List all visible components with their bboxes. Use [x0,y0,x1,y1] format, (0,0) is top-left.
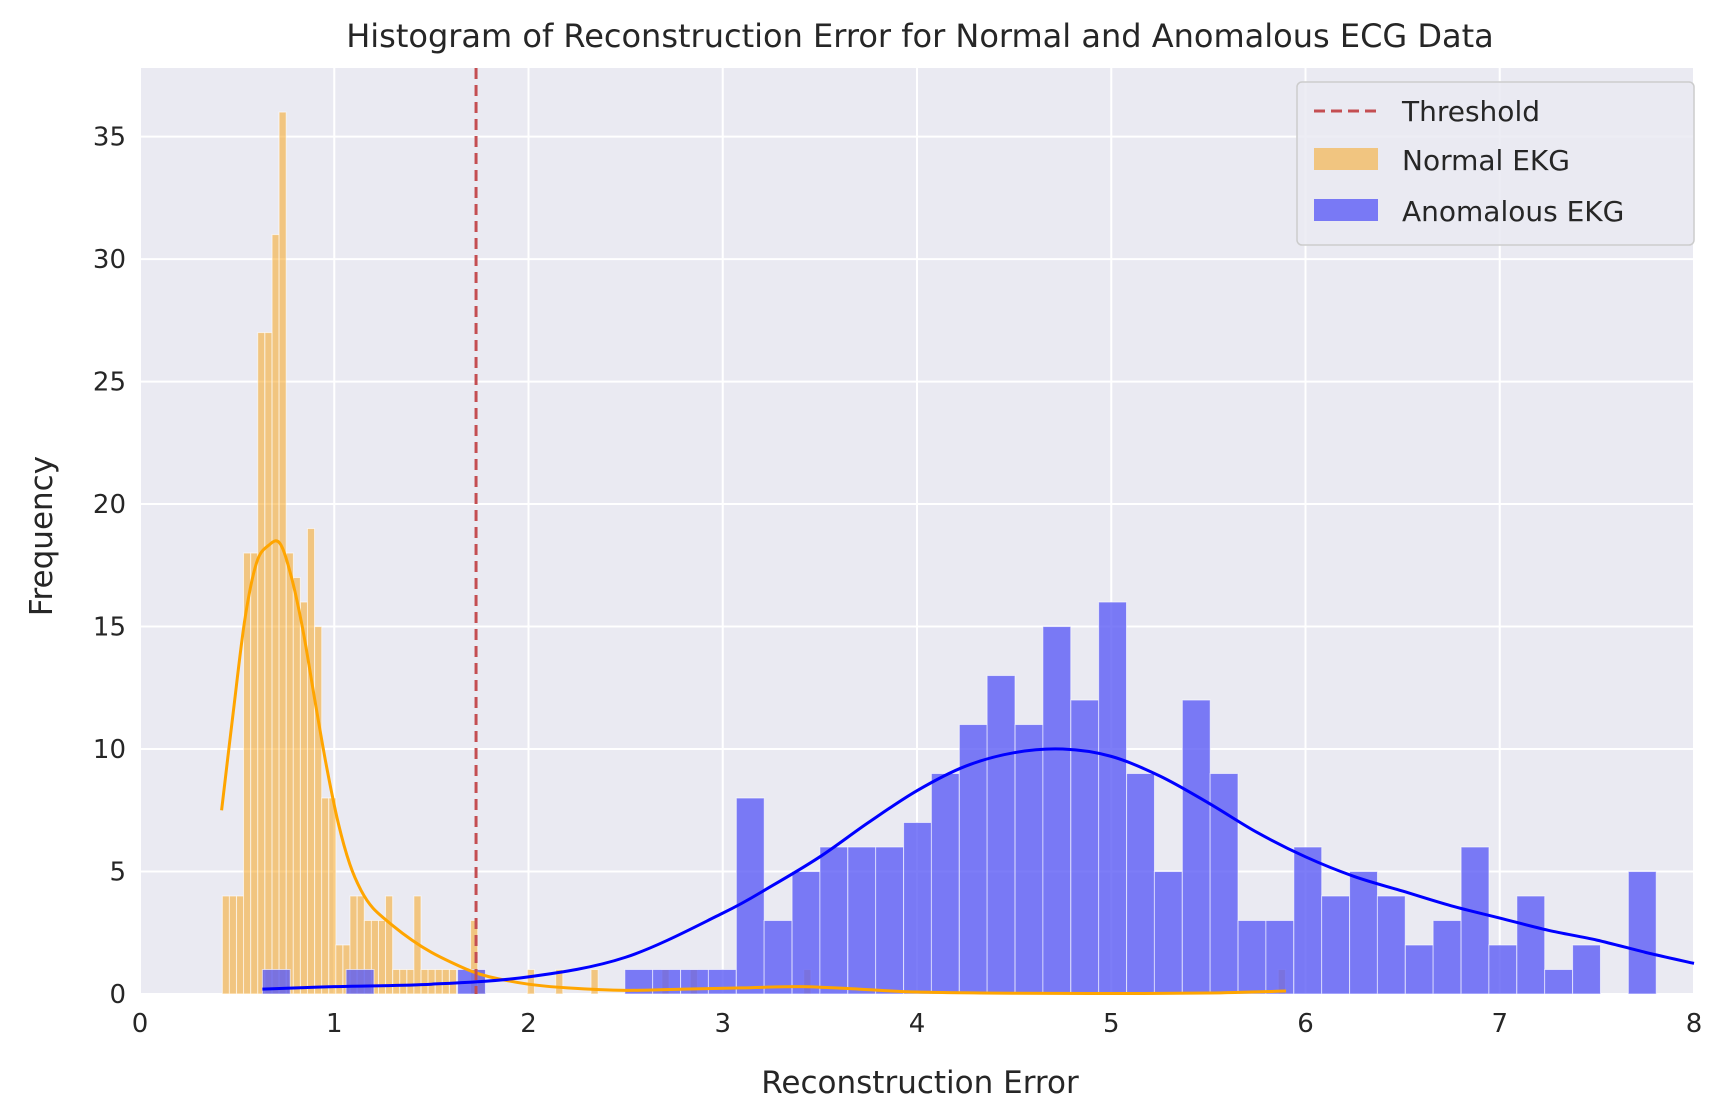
anomalous-ekg-bar [875,846,904,995]
normal-ekg-bar [328,797,337,995]
legend-threshold-label: Threshold [1401,95,1540,128]
anomalous-ekg-bar [819,846,849,995]
normal-ekg-bar [555,969,564,995]
normal-ekg-bar [236,895,245,995]
legend-normal-label: Normal EKG [1402,144,1570,177]
normal-ekg-bar [299,601,309,995]
x-tick-label: 5 [1103,1009,1120,1039]
anomalous-ekg-bar [1488,944,1518,995]
anomalous-ekg-bar [1627,871,1657,995]
anomalous-ekg-bar [1181,699,1211,995]
legend-box [1296,81,1695,246]
legend-anomalous-label: Anomalous EKG [1402,195,1624,228]
x-tick-label: 0 [132,1009,149,1039]
y-axis-label: Frequency [24,456,60,616]
normal-ekg-bar [221,895,230,995]
legend: Threshold Normal EKG Anomalous EKG [1296,81,1695,246]
anomalous-ekg-bar [1572,944,1601,995]
anomalous-ekg-bars [261,601,1657,995]
y-axis-ticks: 0 5 10 15 20 25 30 35 [93,123,126,1010]
anomalous-ekg-bar [1516,895,1546,995]
y-tick-label: 10 [93,735,126,765]
anomalous-ekg-bar [707,969,737,995]
normal-ekg-bar [228,895,237,995]
x-tick-label: 6 [1297,1009,1314,1039]
y-tick-label: 25 [93,368,126,398]
normal-ekg-bar [392,969,401,995]
normal-ekg-bar [271,234,280,995]
anomalous-ekg-bar [1209,773,1239,995]
x-tick-label: 2 [520,1009,537,1039]
x-tick-label: 4 [909,1009,926,1039]
anomalous-ekg-bar [958,724,988,995]
anomalous-ekg-bar [930,773,960,995]
anomalous-ekg-bar [1126,773,1155,995]
x-tick-label: 1 [326,1009,343,1039]
x-tick-label: 3 [714,1009,731,1039]
y-tick-label: 15 [93,613,126,643]
kde-curves [220,539,1695,996]
normal-ekg-bar [590,969,599,995]
anomalous-ekg-bar [763,920,793,995]
normal-ekg-bar [378,920,387,995]
legend-anomalous-swatch [1314,199,1378,221]
anomalous-ekg-bar [735,797,765,995]
anomalous-ekg-bar [1293,846,1323,995]
normal-ekg-bar [434,969,443,995]
x-axis-label: Reconstruction Error [761,1065,1079,1101]
normal-ekg-bar [306,528,316,995]
y-tick-label: 20 [93,490,126,520]
anomalous-ekg-bar [1404,944,1434,995]
anomalous-ekg-bar [1432,920,1462,995]
x-tick-label: 7 [1491,1009,1508,1039]
anomalous-ekg-bar [1321,895,1350,995]
legend-normal-swatch [1314,148,1378,170]
x-axis-ticks: 0 1 2 3 4 5 6 7 8 [132,1009,1703,1039]
y-tick-label: 0 [109,980,126,1010]
normal-ekg-bar [441,969,450,995]
anomalous-ekg-bar [1349,871,1378,995]
anomalous-ekg-bar [791,871,821,995]
anomalous-ekg-bar [345,969,375,995]
anomalous-ekg-bar [1460,846,1490,995]
normal-ekg-bar [321,797,330,995]
y-tick-label: 5 [109,858,126,888]
normal-ekg-bar [250,552,259,995]
anomalous-ekg-bar [1070,699,1100,995]
chart-title: Histogram of Reconstruction Error for No… [346,17,1494,55]
normal-ekg-bar [406,969,415,995]
normal-ekg-kde-line [220,539,1287,996]
anomalous-ekg-bar [1014,724,1044,995]
normal-ekg-bar [314,626,323,995]
normal-ekg-bar [292,577,301,995]
normal-ekg-bar [526,969,535,995]
anomalous-ekg-bar [1376,895,1406,995]
anomalous-ekg-bar [1544,969,1573,995]
anomalous-ekg-bar [1042,626,1072,995]
normal-ekg-bar [427,969,436,995]
anomalous-ekg-bar [1098,601,1127,995]
anomalous-ekg-bar [847,846,877,995]
anomalous-ekg-bar [986,675,1016,995]
normal-ekg-bar [264,332,273,995]
y-tick-label: 35 [93,123,126,153]
anomalous-ekg-kde-line [262,747,1695,991]
y-tick-label: 30 [93,245,126,275]
anomalous-ekg-bar [903,822,932,995]
anomalous-ekg-bar [1153,871,1183,995]
x-tick-label: 8 [1686,1009,1703,1039]
anomalous-ekg-bar [1237,920,1267,995]
normal-ekg-bar [385,895,394,995]
anomalous-ekg-bar [1265,920,1295,995]
normal-ekg-bar [399,969,408,995]
normal-ekg-bar [257,332,266,995]
normal-ekg-bar [420,969,429,995]
normal-ekg-bar [285,552,294,995]
